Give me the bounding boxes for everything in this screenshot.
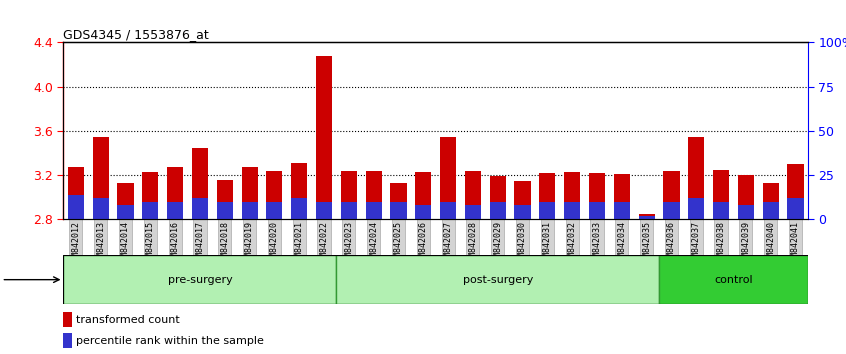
Bar <box>142 202 158 219</box>
Bar <box>490 202 506 219</box>
Text: pre-surgery: pre-surgery <box>168 275 233 285</box>
Text: post-surgery: post-surgery <box>463 275 533 285</box>
Bar <box>341 171 357 219</box>
Bar <box>713 170 729 219</box>
Text: GDS4345 / 1553876_at: GDS4345 / 1553876_at <box>63 28 209 41</box>
Bar <box>316 202 332 219</box>
Bar <box>564 172 580 219</box>
Bar <box>92 198 109 219</box>
Bar <box>266 202 283 219</box>
Bar <box>663 202 679 219</box>
Bar <box>118 205 134 219</box>
Bar <box>464 171 481 219</box>
Bar <box>663 171 679 219</box>
Bar <box>341 202 357 219</box>
Bar <box>192 198 208 219</box>
Bar <box>639 216 655 219</box>
Bar <box>788 164 804 219</box>
Bar <box>738 175 754 219</box>
Bar <box>63 333 73 348</box>
Bar <box>266 171 283 219</box>
Bar <box>337 255 659 304</box>
Bar <box>440 202 456 219</box>
Bar <box>762 202 779 219</box>
Bar <box>589 202 605 219</box>
Bar <box>68 195 84 219</box>
Bar <box>241 202 258 219</box>
Bar <box>762 183 779 219</box>
Text: transformed count: transformed count <box>76 315 180 325</box>
Bar <box>316 56 332 219</box>
Bar <box>788 198 804 219</box>
Bar <box>659 255 808 304</box>
Bar <box>564 202 580 219</box>
Bar <box>118 183 134 219</box>
Bar <box>639 214 655 219</box>
Bar <box>142 172 158 219</box>
Bar <box>63 255 337 304</box>
Bar <box>688 137 705 219</box>
Bar <box>167 202 184 219</box>
Bar <box>365 202 382 219</box>
Bar <box>291 198 307 219</box>
Bar <box>713 202 729 219</box>
Bar <box>738 205 754 219</box>
Bar <box>291 163 307 219</box>
Bar <box>192 148 208 219</box>
Bar <box>92 137 109 219</box>
Bar <box>217 179 233 219</box>
Bar <box>415 172 431 219</box>
Bar <box>63 312 73 327</box>
Bar <box>415 205 431 219</box>
Bar <box>539 173 556 219</box>
Bar <box>490 176 506 219</box>
Bar <box>167 167 184 219</box>
Bar <box>241 167 258 219</box>
Bar <box>464 205 481 219</box>
Bar <box>589 173 605 219</box>
Bar <box>613 202 630 219</box>
Bar <box>390 183 407 219</box>
Text: percentile rank within the sample: percentile rank within the sample <box>76 336 264 346</box>
Bar <box>365 171 382 219</box>
Bar <box>68 167 84 219</box>
Bar <box>440 137 456 219</box>
Bar <box>217 202 233 219</box>
Bar <box>539 202 556 219</box>
Bar <box>688 198 705 219</box>
Bar <box>514 205 530 219</box>
Bar <box>613 174 630 219</box>
Text: control: control <box>714 275 753 285</box>
Bar <box>390 202 407 219</box>
Bar <box>514 181 530 219</box>
